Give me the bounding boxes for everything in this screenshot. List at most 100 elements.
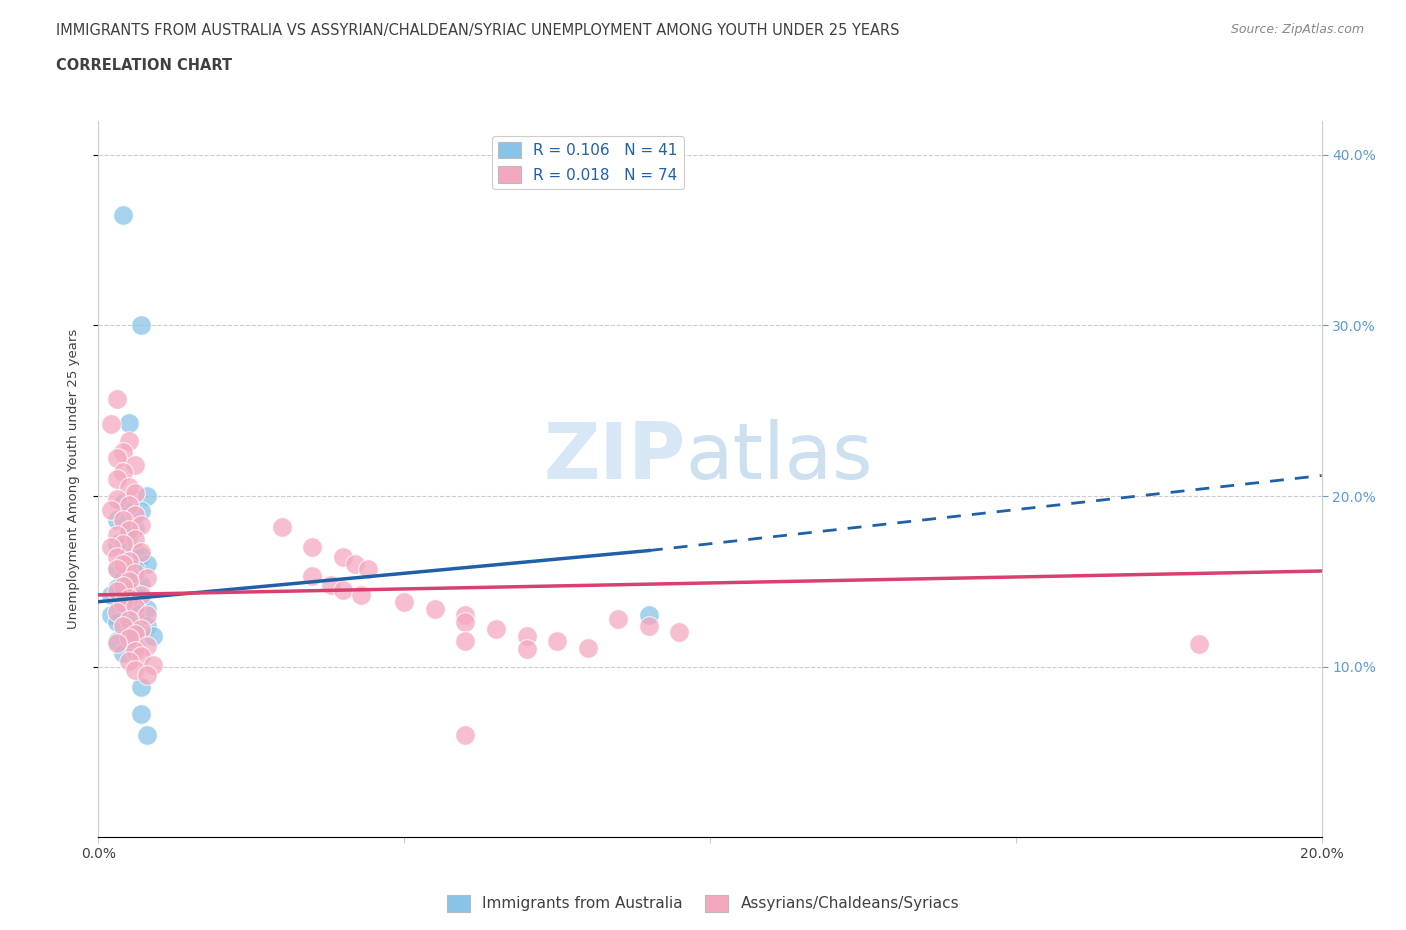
Point <box>136 570 159 585</box>
Point <box>129 588 152 603</box>
Point <box>118 591 141 605</box>
Point <box>111 618 134 633</box>
Point <box>118 598 141 613</box>
Point <box>118 523 141 538</box>
Point <box>142 629 165 644</box>
Text: atlas: atlas <box>686 419 873 496</box>
Point <box>668 625 690 640</box>
Point <box>100 588 122 603</box>
Point <box>129 649 152 664</box>
Point <box>124 508 146 523</box>
Point <box>319 578 342 592</box>
Point <box>118 611 141 626</box>
Y-axis label: Unemployment Among Youth under 25 years: Unemployment Among Youth under 25 years <box>67 329 80 629</box>
Point <box>124 627 146 642</box>
Text: IMMIGRANTS FROM AUSTRALIA VS ASSYRIAN/CHALDEAN/SYRIAC UNEMPLOYMENT AMONG YOUTH U: IMMIGRANTS FROM AUSTRALIA VS ASSYRIAN/CH… <box>56 23 900 38</box>
Point <box>423 601 446 616</box>
Point <box>485 621 508 636</box>
Point <box>118 553 141 568</box>
Point <box>129 578 152 592</box>
Point <box>350 588 373 603</box>
Point <box>124 565 146 580</box>
Point <box>118 584 141 599</box>
Point <box>124 644 146 658</box>
Point <box>118 574 141 589</box>
Point <box>100 608 122 623</box>
Point <box>118 497 141 512</box>
Point <box>344 557 367 572</box>
Point <box>111 445 134 459</box>
Text: CORRELATION CHART: CORRELATION CHART <box>56 58 232 73</box>
Point <box>454 608 477 623</box>
Point <box>118 631 141 645</box>
Point <box>136 557 159 572</box>
Point <box>105 635 128 650</box>
Point <box>270 519 292 534</box>
Point <box>105 550 128 565</box>
Point <box>124 621 146 636</box>
Point <box>111 645 134 660</box>
Point <box>105 392 128 406</box>
Point <box>105 615 128 630</box>
Point <box>118 526 141 541</box>
Point <box>129 680 152 695</box>
Point <box>392 594 416 609</box>
Point <box>124 521 146 536</box>
Point <box>111 570 134 585</box>
Point <box>105 584 128 599</box>
Point <box>124 574 146 589</box>
Point <box>356 562 378 577</box>
Point <box>124 543 146 558</box>
Point <box>136 727 159 742</box>
Point <box>111 465 134 480</box>
Point <box>124 604 146 619</box>
Point <box>129 545 152 560</box>
Point <box>111 578 134 594</box>
Point <box>118 434 141 449</box>
Point <box>301 539 323 554</box>
Point <box>516 642 538 657</box>
Text: Source: ZipAtlas.com: Source: ZipAtlas.com <box>1230 23 1364 36</box>
Point <box>118 613 141 628</box>
Point <box>105 512 128 527</box>
Point <box>1188 637 1211 652</box>
Point <box>136 608 159 623</box>
Legend: R = 0.106   N = 41, R = 0.018   N = 74: R = 0.106 N = 41, R = 0.018 N = 74 <box>492 136 683 189</box>
Point <box>105 580 128 595</box>
Point <box>136 639 159 654</box>
Legend: Immigrants from Australia, Assyrians/Chaldeans/Syriacs: Immigrants from Australia, Assyrians/Cha… <box>440 889 966 918</box>
Point <box>105 472 128 486</box>
Point <box>105 562 128 577</box>
Point <box>136 668 159 683</box>
Point <box>129 517 152 532</box>
Point <box>105 451 128 466</box>
Point <box>546 633 568 648</box>
Point <box>129 621 152 636</box>
Point <box>454 615 477 630</box>
Point <box>124 662 146 677</box>
Point <box>111 512 134 527</box>
Point <box>124 639 146 654</box>
Point <box>124 458 146 472</box>
Point <box>105 604 128 619</box>
Point <box>332 582 354 597</box>
Point <box>105 492 128 507</box>
Point <box>111 207 134 222</box>
Point <box>607 611 630 626</box>
Point <box>105 633 128 648</box>
Point <box>105 560 128 575</box>
Point <box>332 550 354 565</box>
Point <box>111 594 134 609</box>
Point <box>129 549 152 564</box>
Point <box>100 539 122 554</box>
Point <box>118 415 141 430</box>
Point <box>105 537 128 551</box>
Point <box>111 596 134 611</box>
Point <box>118 625 141 640</box>
Point <box>142 658 165 672</box>
Point <box>129 707 152 722</box>
Point <box>118 654 141 669</box>
Point <box>100 417 122 432</box>
Point <box>124 600 146 615</box>
Point <box>105 528 128 543</box>
